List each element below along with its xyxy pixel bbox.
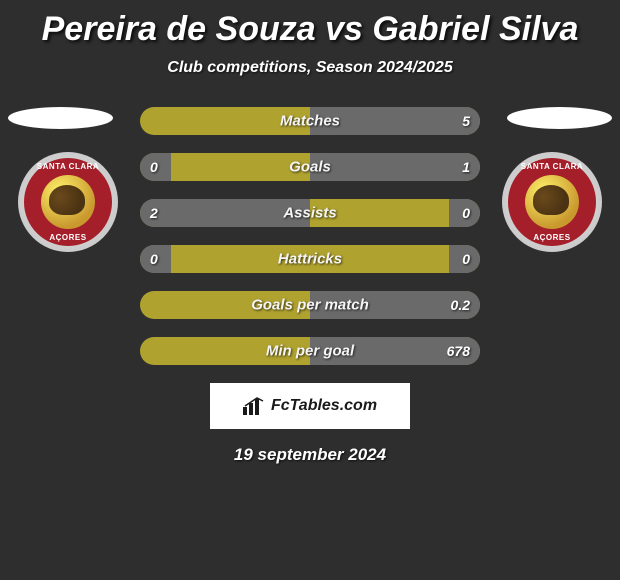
club-badge-right: SANTA CLARA AÇORES (502, 152, 602, 252)
vs-separator: vs (325, 10, 363, 48)
stat-value-right: 1 (462, 159, 470, 175)
page-title: Pereira de Souza vs Gabriel Silva (0, 0, 620, 49)
stat-row: Assists 2 0 (140, 199, 480, 227)
club-badge-left: SANTA CLARA AÇORES (18, 152, 118, 252)
badge-left-top-text: SANTA CLARA (24, 162, 112, 171)
stat-row: Matches 5 (140, 107, 480, 135)
comparison-content: SANTA CLARA AÇORES SANTA CLARA AÇORES Ma… (0, 107, 620, 465)
player2-name: Gabriel Silva (372, 10, 578, 48)
stat-value-right: 0 (462, 251, 470, 267)
brand-box: FcTables.com (210, 383, 410, 429)
stat-label: Matches (280, 113, 340, 130)
bar-right (310, 153, 480, 181)
stat-label: Goals (289, 159, 331, 176)
stat-value-right: 0.2 (451, 297, 470, 313)
stat-label: Goals per match (251, 297, 369, 314)
brand-text: FcTables.com (271, 397, 377, 415)
flag-right (507, 107, 612, 129)
stat-value-left: 0 (150, 159, 158, 175)
brand-chart-icon (243, 397, 265, 415)
stat-label: Min per goal (266, 343, 354, 360)
stat-value-left: 2 (150, 205, 158, 221)
stat-row: Goals 0 1 (140, 153, 480, 181)
stat-bars: Matches5Goals01Assists20Hattricks00Goals… (140, 107, 480, 365)
subtitle: Club competitions, Season 2024/2025 (0, 59, 620, 77)
date-text: 19 september 2024 (0, 445, 620, 465)
stat-value-left: 0 (150, 251, 158, 267)
badge-right-bottom-text: AÇORES (508, 233, 596, 242)
stat-row: Hattricks 0 0 (140, 245, 480, 273)
badge-left-bottom-text: AÇORES (24, 233, 112, 242)
stat-row: Min per goal 678 (140, 337, 480, 365)
stat-row: Goals per match 0.2 (140, 291, 480, 319)
stat-label: Hattricks (278, 251, 342, 268)
stat-value-right: 678 (447, 343, 470, 359)
player1-name: Pereira de Souza (42, 10, 316, 48)
stat-value-right: 0 (462, 205, 470, 221)
stat-value-right: 5 (462, 113, 470, 129)
stat-label: Assists (283, 205, 336, 222)
badge-right-top-text: SANTA CLARA (508, 162, 596, 171)
flag-left (8, 107, 113, 129)
